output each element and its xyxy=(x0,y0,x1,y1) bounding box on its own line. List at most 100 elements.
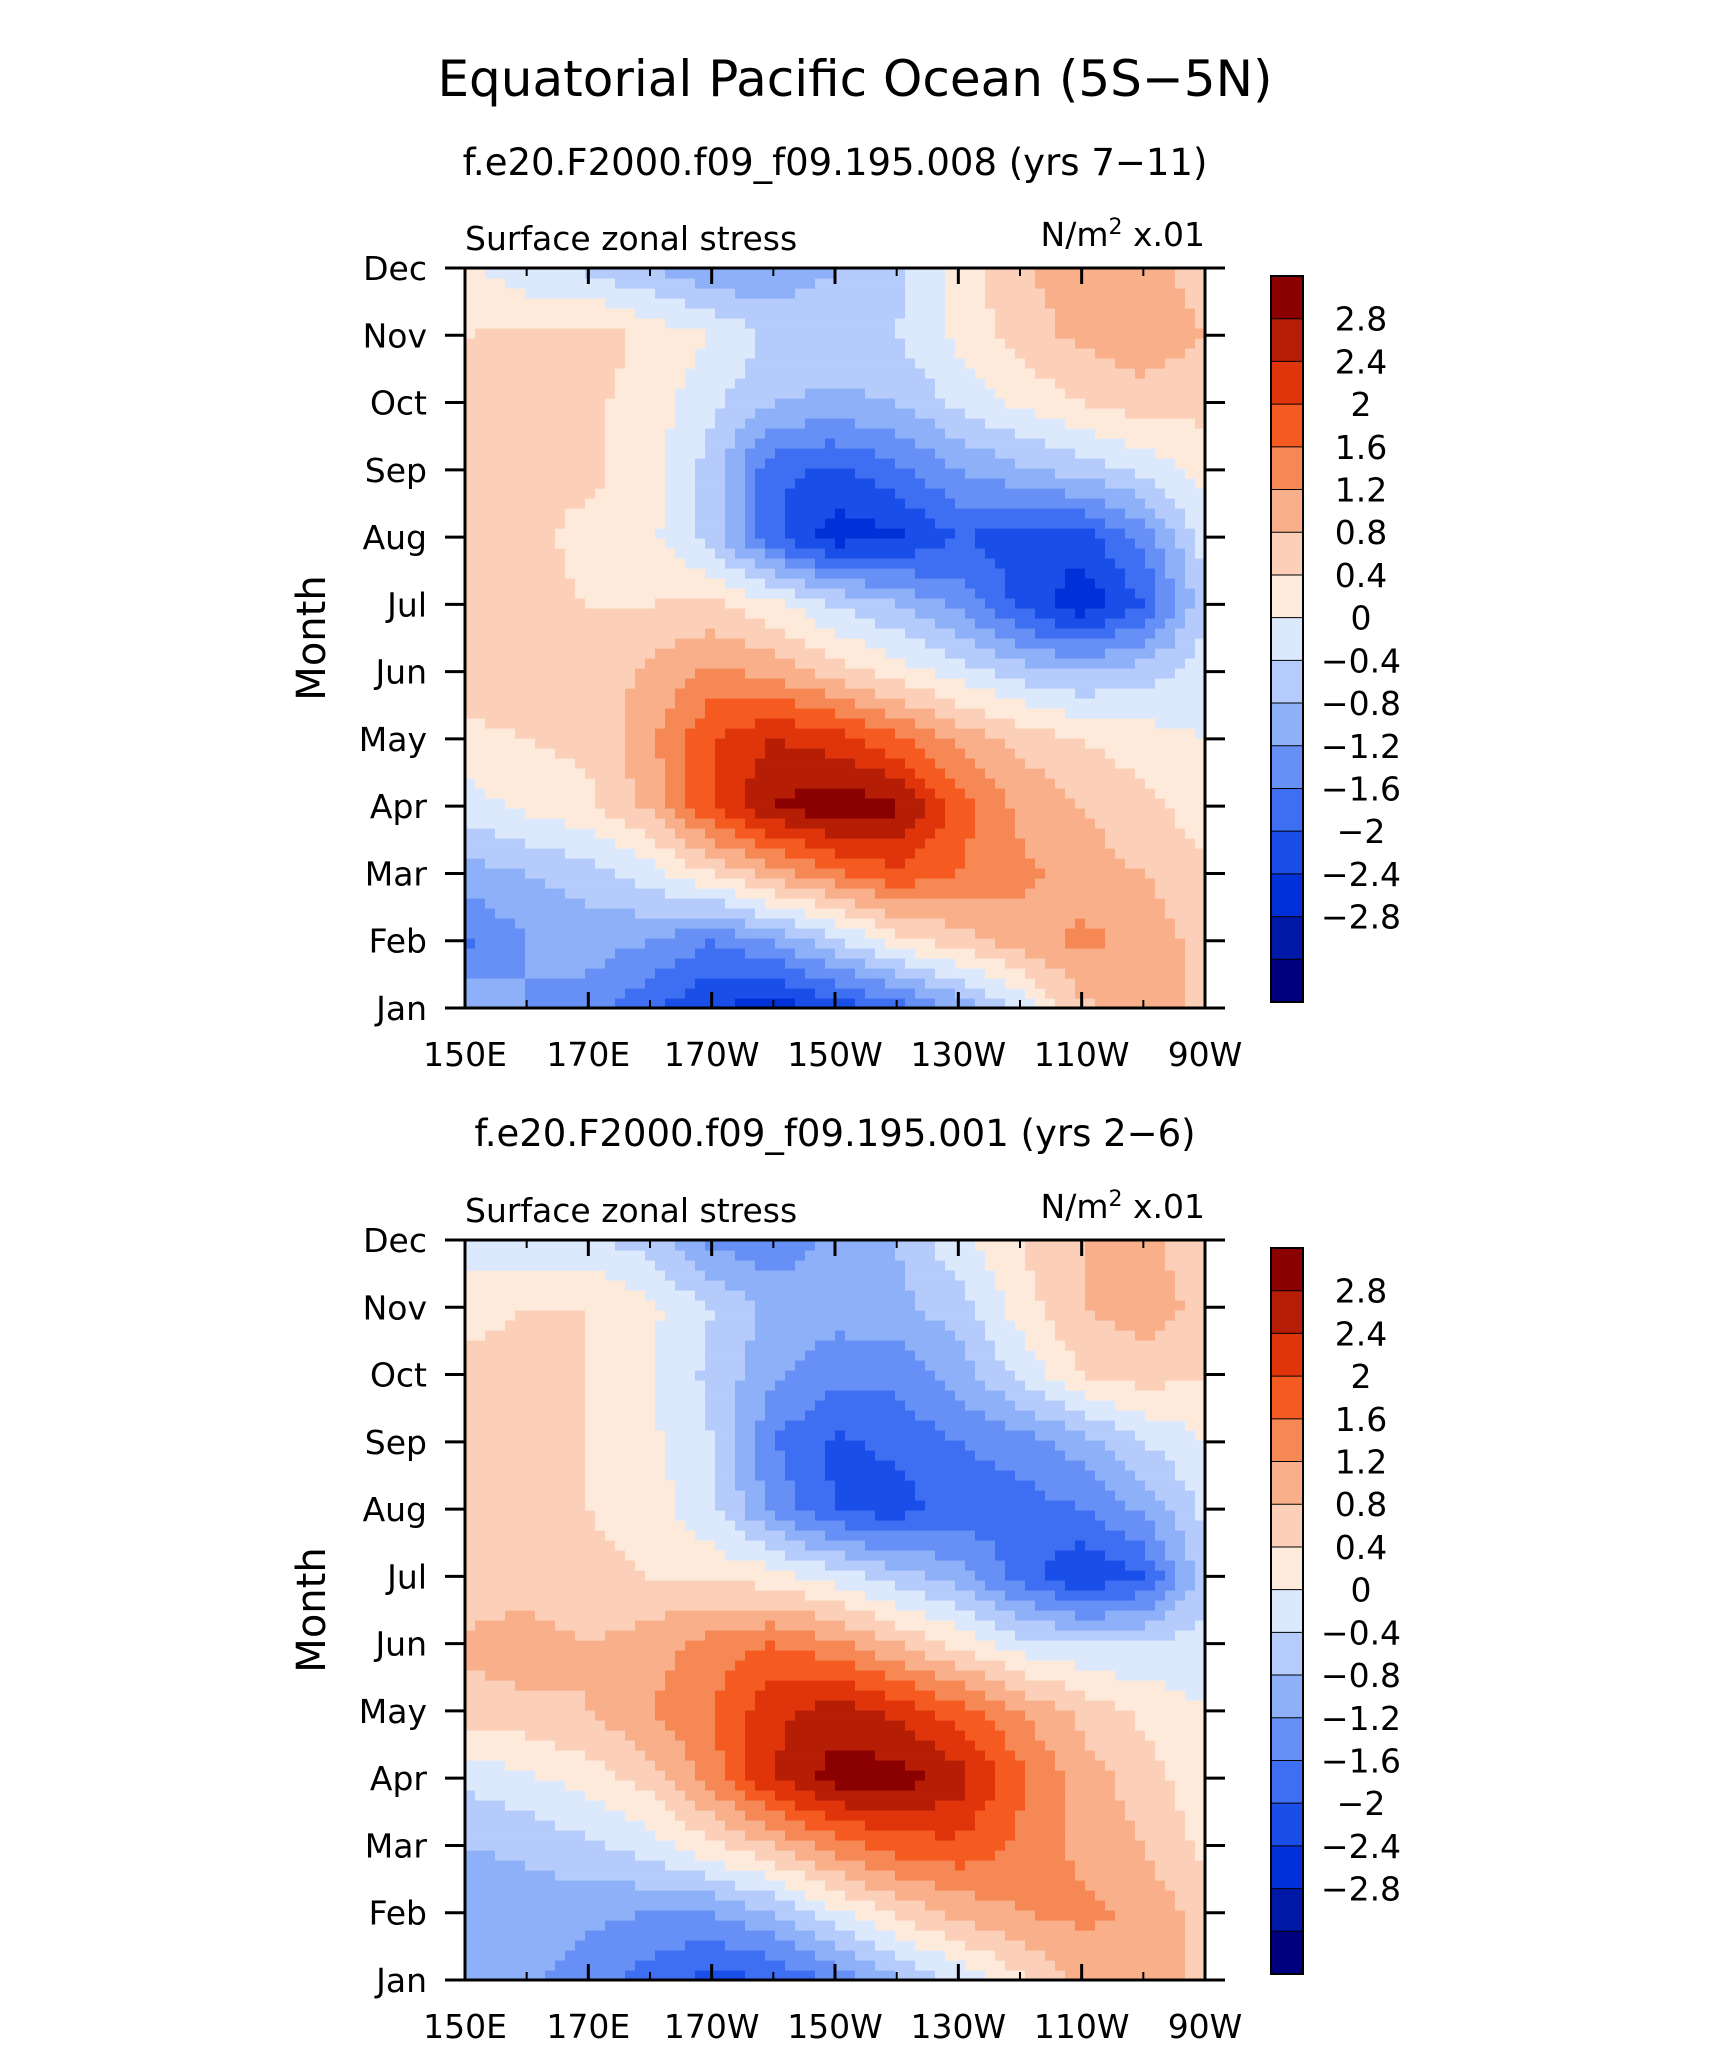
heat-cell xyxy=(745,838,756,849)
heat-cell xyxy=(1095,628,1106,639)
heat-cell xyxy=(1085,538,1096,549)
heat-cell xyxy=(665,878,676,889)
heat-cell xyxy=(785,668,796,679)
heat-cell xyxy=(1065,908,1076,919)
heat-cell xyxy=(795,808,806,819)
heat-cell xyxy=(465,988,476,999)
heat-cell xyxy=(595,598,606,609)
heat-cell xyxy=(505,758,516,769)
heat-cell xyxy=(1135,688,1146,699)
heat-cell xyxy=(965,838,976,849)
heat-cell xyxy=(885,928,896,939)
heat-cell xyxy=(555,388,566,399)
heat-cell xyxy=(1145,748,1156,759)
heat-cell xyxy=(475,478,486,489)
heat-cell xyxy=(945,868,956,879)
heat-cell xyxy=(955,808,966,819)
heat-cell xyxy=(545,448,556,459)
heat-cell xyxy=(585,598,596,609)
heat-cell xyxy=(595,558,606,569)
heat-cell xyxy=(1045,598,1056,609)
heat-cell xyxy=(875,578,886,589)
heat-cell xyxy=(625,668,636,679)
heat-cell xyxy=(1055,898,1066,909)
heat-cell xyxy=(905,838,916,849)
heat-cell xyxy=(655,438,666,449)
heat-cell xyxy=(555,638,566,649)
heat-cell xyxy=(495,708,506,719)
heat-cell xyxy=(1155,488,1166,499)
heat-cell xyxy=(985,798,996,809)
heat-cell xyxy=(575,738,586,749)
heat-cell xyxy=(855,978,866,989)
heat-cell xyxy=(995,978,1006,989)
heat-cell xyxy=(835,968,846,979)
heat-cell xyxy=(1195,518,1206,529)
heat-cell xyxy=(895,978,906,989)
heat-cell xyxy=(685,608,696,619)
heat-cell xyxy=(1005,588,1016,599)
heat-cell xyxy=(1165,508,1176,519)
heat-cell xyxy=(465,438,476,449)
heat-cell xyxy=(1195,718,1206,729)
heat-cell xyxy=(505,918,516,929)
heat-cell xyxy=(835,458,846,469)
heat-cell xyxy=(485,578,496,589)
heat-cell xyxy=(865,608,876,619)
heat-cell xyxy=(1165,828,1176,839)
heat-cell xyxy=(1145,468,1156,479)
heat-cell xyxy=(1025,878,1036,889)
heat-cell xyxy=(595,618,606,629)
heat-cell xyxy=(1135,658,1146,669)
heat-cell xyxy=(895,928,906,939)
heat-cell xyxy=(775,538,786,549)
heat-cell xyxy=(845,558,856,569)
heat-cell xyxy=(775,668,786,679)
heat-cell xyxy=(685,388,696,399)
heat-cell xyxy=(985,468,996,479)
heat-cell xyxy=(805,558,816,569)
heat-cell xyxy=(985,778,996,789)
heat-cell xyxy=(1105,558,1116,569)
heat-cell xyxy=(505,528,516,539)
heat-cell xyxy=(1015,508,1026,519)
heat-cell xyxy=(685,628,696,639)
heat-cell xyxy=(1175,518,1186,529)
heat-cell xyxy=(595,948,606,959)
heat-cell xyxy=(485,448,496,459)
heat-cell xyxy=(835,948,846,959)
heat-cell xyxy=(595,718,606,729)
heat-cell xyxy=(1135,778,1146,789)
heat-cell xyxy=(905,878,916,889)
heat-cell xyxy=(1135,528,1146,539)
heat-cell xyxy=(665,768,676,779)
heat-cell xyxy=(655,488,666,499)
heat-cell xyxy=(1005,888,1016,899)
heat-cell xyxy=(765,948,776,959)
heat-cell xyxy=(495,508,506,519)
heat-cell xyxy=(825,458,836,469)
heat-cell xyxy=(625,618,636,629)
heat-cell xyxy=(915,508,926,519)
heat-cell xyxy=(1045,358,1056,369)
heat-cell xyxy=(675,988,686,999)
heat-cell xyxy=(665,728,676,739)
heat-cell xyxy=(495,698,506,709)
heat-cell xyxy=(525,848,536,859)
heat-cell xyxy=(995,848,1006,859)
heat-cell xyxy=(1115,738,1126,749)
heat-cell xyxy=(615,698,626,709)
heat-cell xyxy=(1125,458,1136,469)
heat-cell xyxy=(895,938,906,949)
heat-cell xyxy=(485,818,496,829)
heat-cell xyxy=(925,578,936,589)
heat-cell xyxy=(515,848,526,859)
heat-cell xyxy=(1085,768,1096,779)
heat-cell xyxy=(925,998,936,1009)
heat-cell xyxy=(1085,808,1096,819)
heat-cell xyxy=(635,408,646,419)
heat-cell xyxy=(535,598,546,609)
heat-cell xyxy=(835,868,846,879)
heat-cell xyxy=(755,758,766,769)
heat-cell xyxy=(655,858,666,869)
